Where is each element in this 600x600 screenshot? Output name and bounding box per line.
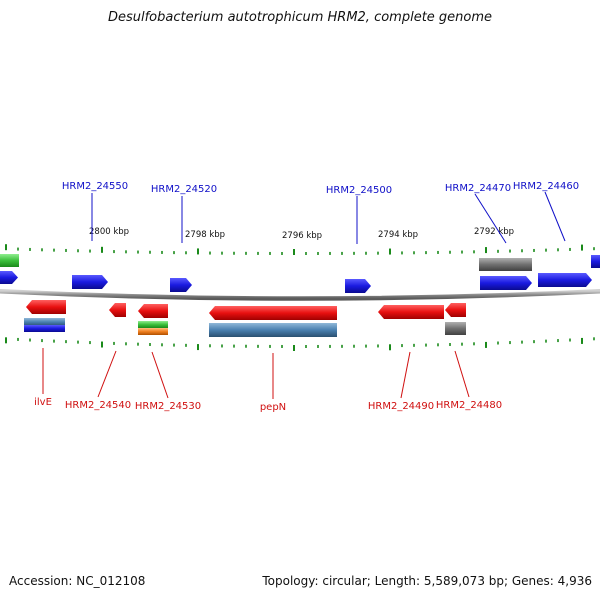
forward-gene[interactable] — [72, 275, 108, 289]
leader-line — [474, 193, 507, 244]
reverse-gene[interactable] — [209, 306, 337, 320]
leader-line — [544, 191, 566, 242]
leader-line — [400, 351, 411, 399]
gene-label[interactable]: HRM2_24480 — [436, 400, 502, 411]
bottom-leader-lines — [42, 348, 470, 399]
reverse-gene[interactable] — [138, 304, 168, 318]
forward-gene[interactable] — [345, 279, 371, 293]
forward-gene[interactable] — [0, 271, 18, 284]
rna-feature[interactable] — [209, 323, 337, 337]
forward-gene[interactable] — [591, 255, 600, 268]
gene-label[interactable]: ilvE — [34, 397, 52, 408]
leader-line — [454, 350, 470, 398]
gene-label[interactable]: HRM2_24490 — [368, 401, 434, 412]
gene-label[interactable]: HRM2_24520 — [151, 184, 217, 195]
top-leader-lines — [91, 191, 566, 244]
forward-strand-genes — [0, 255, 600, 293]
scale-label: 2796 kbp — [282, 231, 322, 241]
scale-labels: 2800 kbp 2798 kbp 2796 kbp 2794 kbp 2792… — [89, 227, 514, 241]
reverse-gene[interactable] — [26, 300, 66, 314]
inner-tick-ring — [5, 337, 595, 351]
top-gene-labels: HRM2_24550 HRM2_24520 HRM2_24500 HRM2_24… — [62, 181, 579, 196]
green-feature[interactable] — [138, 321, 168, 328]
gene-label[interactable]: HRM2_24470 — [445, 183, 511, 194]
accession-text: Accession: NC_012108 — [9, 574, 146, 588]
reverse-strand-genes — [26, 300, 466, 320]
gene-label[interactable]: HRM2_24550 — [62, 181, 128, 192]
gene-label[interactable]: pepN — [260, 402, 286, 413]
map-title: Desulfobacterium autotrophicum HRM2, com… — [107, 10, 493, 25]
outer-tick-ring — [5, 244, 595, 255]
forward-gene[interactable] — [24, 325, 65, 332]
gene-label[interactable]: HRM2_24460 — [513, 181, 579, 192]
scale-label: 2792 kbp — [474, 227, 514, 237]
genome-backbone — [0, 288, 600, 301]
gene-label[interactable]: HRM2_24530 — [135, 401, 201, 412]
pseudo-feature[interactable] — [445, 322, 466, 335]
genome-summary-text: Topology: circular; Length: 5,589,073 bp… — [262, 574, 592, 588]
scale-label: 2800 kbp — [89, 227, 129, 237]
green-feature[interactable] — [0, 254, 19, 267]
reverse-gene[interactable] — [445, 303, 466, 317]
pseudo-feature[interactable] — [479, 258, 532, 271]
leader-line — [151, 351, 169, 399]
forward-gene[interactable] — [170, 278, 192, 292]
gene-label[interactable]: HRM2_24500 — [326, 185, 392, 196]
forward-gene[interactable] — [538, 273, 592, 287]
orange-feature[interactable] — [138, 328, 168, 335]
scale-label: 2798 kbp — [185, 230, 225, 240]
forward-gene[interactable] — [480, 276, 532, 290]
reverse-gene[interactable] — [109, 303, 126, 317]
gene-label[interactable]: HRM2_24540 — [65, 400, 131, 411]
reverse-gene[interactable] — [378, 305, 444, 319]
scale-label: 2794 kbp — [378, 230, 418, 240]
leader-line — [97, 350, 117, 398]
rna-feature[interactable] — [24, 318, 65, 326]
bottom-gene-labels: ilvE HRM2_24540 HRM2_24530 pepN HRM2_244… — [34, 397, 502, 413]
